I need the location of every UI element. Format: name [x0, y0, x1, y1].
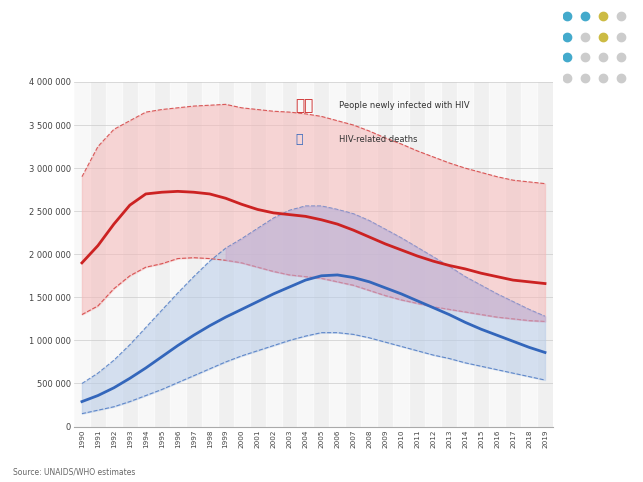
Bar — [521, 82, 537, 427]
Text: ✊: ✊ — [295, 133, 302, 146]
Bar — [106, 82, 122, 427]
Bar — [138, 82, 154, 427]
Text: People newly infected with HIV: People newly infected with HIV — [339, 101, 470, 110]
Text: Decline in HIV incidence and mortality over time: Decline in HIV incidence and mortality o… — [10, 25, 643, 48]
Bar — [489, 82, 505, 427]
Text: ⛹⛹: ⛹⛹ — [295, 98, 313, 113]
Bar — [170, 82, 186, 427]
Bar — [329, 82, 345, 427]
Bar — [394, 82, 409, 427]
Text: HIV-related deaths: HIV-related deaths — [339, 135, 417, 144]
Bar — [233, 82, 249, 427]
Bar — [202, 82, 217, 427]
Bar — [298, 82, 313, 427]
Bar — [425, 82, 441, 427]
Bar — [457, 82, 473, 427]
Text: Source: UNAIDS/WHO estimates: Source: UNAIDS/WHO estimates — [13, 468, 135, 477]
Bar — [266, 82, 282, 427]
Bar — [74, 82, 90, 427]
Bar — [361, 82, 377, 427]
